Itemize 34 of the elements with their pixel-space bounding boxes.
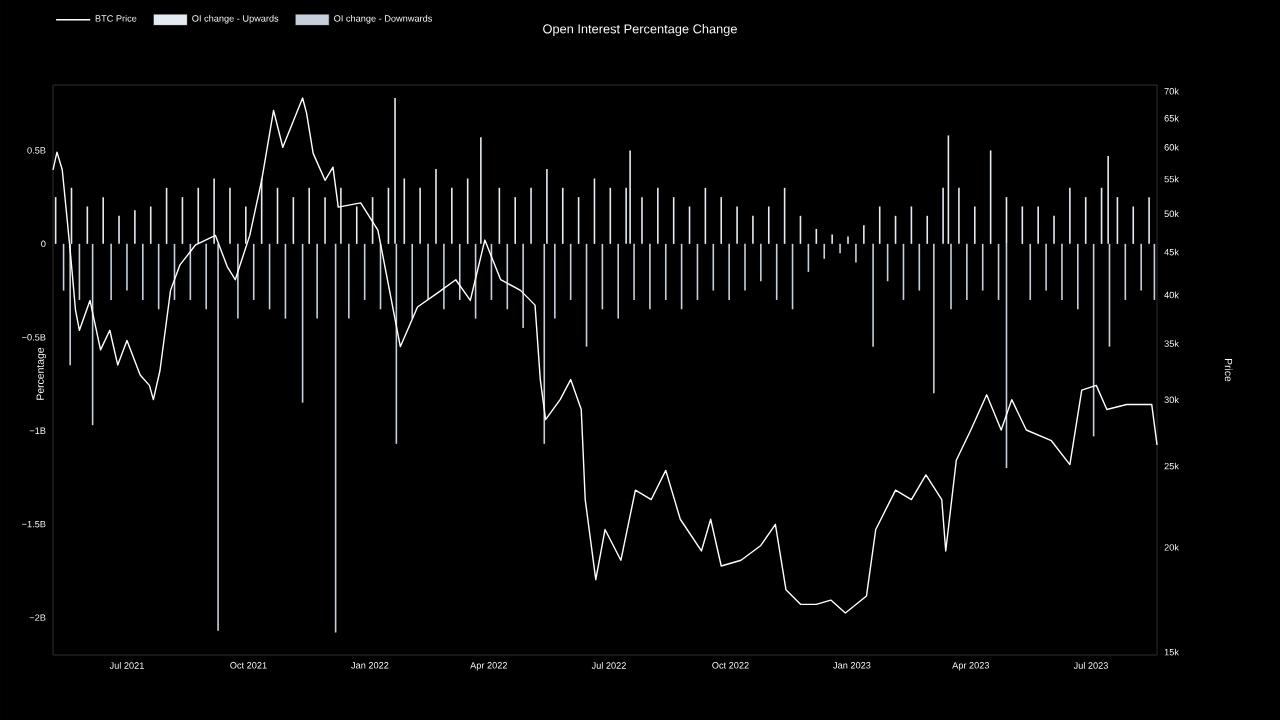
legend-label: OI change - Downwards — [334, 14, 433, 24]
y2-tick-label: 65k — [1164, 114, 1179, 122]
y2-tick-label: 60k — [1164, 143, 1179, 151]
y2-tick-label: 15k — [1164, 648, 1179, 656]
legend-label: OI change - Upwards — [192, 14, 279, 24]
chart-title: Open Interest Percentage Change — [543, 24, 737, 36]
y-tick-label: 0 — [41, 240, 46, 248]
y2-tick-label: 55k — [1164, 175, 1179, 183]
x-tick-label: Apr 2023 — [952, 662, 990, 671]
y2-tick-label: 25k — [1164, 462, 1179, 470]
y-tick-label: −1B — [29, 427, 46, 434]
y-tick-label: −2B — [29, 614, 46, 621]
x-tick-label: Jan 2023 — [833, 662, 871, 669]
x-tick-label: Jul 2021 — [109, 662, 144, 669]
y-tick-label: −0.5B — [22, 334, 46, 341]
x-tick-label: Oct 2021 — [230, 662, 267, 669]
x-tick-label: Jul 2022 — [591, 662, 626, 669]
y2-tick-label: 70k — [1164, 87, 1179, 95]
y-tick-label: −1.5B — [22, 520, 46, 528]
y2-tick-label: 20k — [1164, 543, 1179, 551]
y2-tick-label: 40k — [1164, 291, 1179, 299]
x-tick-label: Oct 2022 — [712, 662, 749, 669]
y2-axis-title: Price — [1224, 358, 1233, 382]
y-tick-label: 0.5B — [27, 147, 46, 154]
x-tick-label: Jan 2022 — [351, 662, 389, 669]
line-series — [52, 97, 1158, 614]
x-tick-label: Jul 2023 — [1073, 662, 1108, 669]
x-tick-label: Apr 2022 — [470, 662, 507, 671]
legend-label: BTC Price — [95, 14, 137, 22]
y2-tick-label: 50k — [1164, 210, 1179, 218]
y2-tick-label: 35k — [1164, 340, 1179, 347]
y2-tick-label: 30k — [1164, 396, 1179, 404]
y2-tick-label: 45k — [1164, 248, 1179, 256]
y-axis-title: Percentage — [36, 347, 46, 400]
